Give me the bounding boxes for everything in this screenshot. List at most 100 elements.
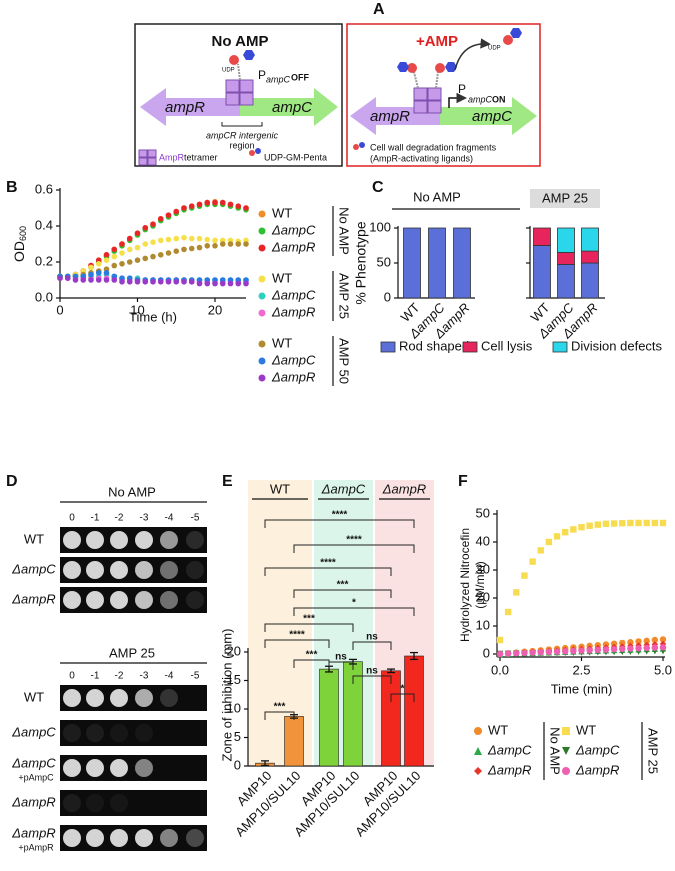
region-label: region bbox=[229, 140, 254, 150]
spot bbox=[86, 591, 104, 609]
box-title: +AMP bbox=[416, 33, 458, 50]
bar-segment bbox=[581, 250, 599, 264]
ampr-tetramer bbox=[413, 87, 442, 114]
marker-square bbox=[594, 521, 601, 528]
fragment-sugar bbox=[407, 63, 417, 73]
legend-marker bbox=[258, 309, 266, 317]
dilution-label: -1 bbox=[91, 513, 100, 524]
bar bbox=[404, 655, 424, 767]
marker-square bbox=[545, 538, 553, 546]
data-point bbox=[150, 221, 156, 227]
data-point bbox=[134, 279, 141, 285]
marker-circle bbox=[474, 727, 482, 735]
significance-bracket bbox=[264, 519, 415, 528]
marker-square bbox=[627, 519, 634, 527]
data-point bbox=[243, 280, 249, 287]
significance-label: *** bbox=[274, 702, 286, 713]
marker-circle bbox=[504, 650, 512, 657]
y-tick-label: 0.2 bbox=[35, 253, 53, 268]
spot bbox=[186, 561, 204, 579]
legend-label: Cell lysis bbox=[481, 338, 533, 353]
marker-circle bbox=[513, 650, 520, 657]
data-point bbox=[196, 244, 203, 251]
data-point bbox=[188, 203, 195, 209]
plate-row bbox=[60, 790, 207, 816]
data-point bbox=[173, 235, 180, 242]
dilution-label: -2 bbox=[115, 671, 124, 682]
y-axis-label-main: OD bbox=[11, 241, 27, 262]
data-point bbox=[188, 245, 195, 252]
data-point bbox=[119, 250, 125, 256]
legend-label: Division defects bbox=[571, 338, 663, 353]
marker-circle bbox=[553, 648, 561, 655]
bar-segment bbox=[557, 227, 575, 253]
significance-bracket bbox=[264, 711, 295, 720]
gene-label: ampC bbox=[472, 108, 512, 125]
data-point bbox=[142, 255, 149, 262]
data-point bbox=[212, 237, 218, 244]
spot bbox=[86, 561, 104, 579]
marker-circle bbox=[643, 637, 650, 645]
significance-label: *** bbox=[303, 614, 315, 625]
spot bbox=[135, 689, 153, 707]
data-point bbox=[64, 275, 71, 282]
legend-swatch bbox=[462, 341, 478, 353]
y-tick-label: 0 bbox=[234, 757, 241, 772]
data-point bbox=[134, 230, 141, 236]
y-tick-label: 50 bbox=[377, 254, 391, 269]
dilution-label: -5 bbox=[191, 671, 200, 682]
legend-label: ΔampC bbox=[271, 287, 316, 302]
data-point bbox=[212, 280, 218, 287]
data-point bbox=[150, 239, 156, 245]
data-point bbox=[88, 264, 94, 271]
group-header: ΔampR bbox=[382, 481, 426, 496]
legend-label: ΔampR bbox=[575, 762, 619, 777]
legend-label: tetramer bbox=[184, 152, 218, 162]
udp-sugar bbox=[510, 28, 522, 38]
spot bbox=[63, 591, 81, 609]
marker-diamond bbox=[474, 767, 482, 775]
fragment-sugar bbox=[435, 63, 445, 73]
y-tick-label: 0 bbox=[384, 289, 391, 304]
legend-swatch bbox=[552, 341, 568, 353]
legend-label: WT bbox=[576, 722, 596, 737]
spot bbox=[110, 689, 128, 707]
spot bbox=[110, 829, 128, 847]
legend-label: Cell wall degradation fragments bbox=[370, 142, 497, 152]
legend-label: (AmpR-activating ligands) bbox=[370, 153, 473, 163]
data-point bbox=[188, 235, 195, 242]
legend-fragment-icon bbox=[353, 144, 359, 150]
plate-row bbox=[60, 825, 207, 851]
fragment-sugar bbox=[445, 62, 457, 72]
bar-segment bbox=[581, 262, 599, 299]
legend-marker bbox=[258, 292, 266, 300]
spot bbox=[135, 561, 153, 579]
marker-circle bbox=[545, 648, 553, 656]
marker-square bbox=[619, 520, 626, 527]
y-tick-label: 50 bbox=[476, 505, 490, 520]
data-point bbox=[235, 241, 242, 247]
marker-circle bbox=[529, 649, 536, 656]
y-tick-label: 100 bbox=[369, 219, 391, 234]
panel-box bbox=[346, 23, 541, 167]
data-point bbox=[142, 225, 149, 231]
data-point bbox=[181, 246, 187, 253]
data-point bbox=[142, 279, 149, 285]
data-point bbox=[165, 212, 172, 218]
legend-label: WT bbox=[488, 722, 508, 737]
bar-segment bbox=[533, 245, 551, 299]
legend-marker bbox=[258, 357, 266, 365]
promoter-label: P bbox=[258, 68, 266, 82]
data-point bbox=[103, 277, 110, 283]
legend-label: WT bbox=[272, 205, 292, 220]
legend-ligand-icon bbox=[249, 150, 255, 156]
bar-segment bbox=[533, 227, 551, 246]
panel-label: A bbox=[373, 1, 385, 18]
gene-arrow bbox=[440, 97, 537, 135]
legend-label: ΔampR bbox=[271, 369, 315, 384]
data-point bbox=[157, 279, 164, 285]
strain-label: ΔampR bbox=[11, 591, 55, 606]
marker-square bbox=[513, 589, 520, 596]
legend-label: ΔampR bbox=[271, 304, 315, 319]
plate-title: No AMP bbox=[108, 484, 156, 499]
